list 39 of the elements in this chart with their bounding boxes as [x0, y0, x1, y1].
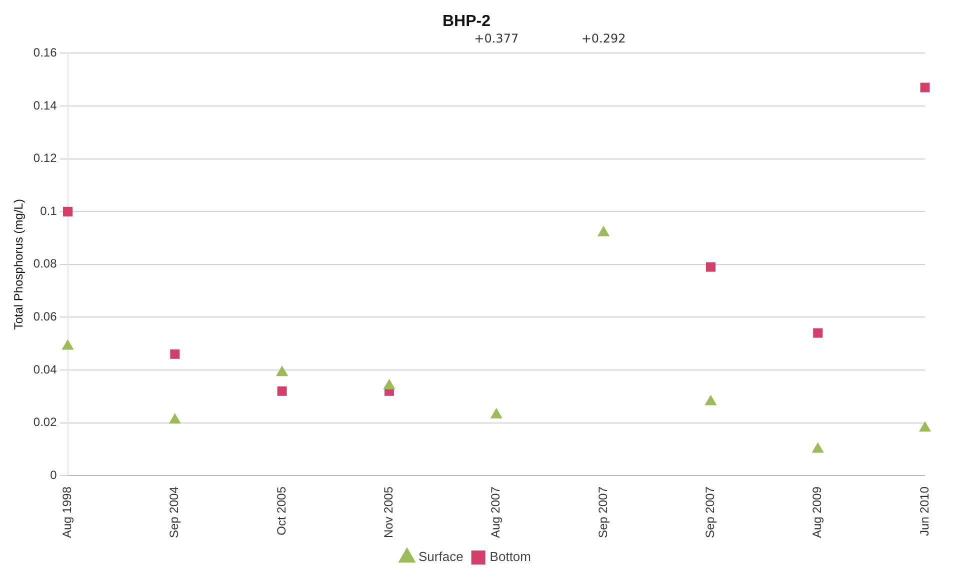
y-tick-label: 0 — [50, 468, 58, 482]
x-tick-label: Nov 2005 — [382, 486, 396, 538]
point — [63, 206, 72, 216]
point — [919, 422, 931, 432]
point — [277, 386, 287, 396]
x-tick-label: Aug 2007 — [488, 486, 503, 538]
point — [276, 366, 288, 376]
x-tick-label: Aug 1998 — [60, 486, 74, 538]
y-axis-title: Total Phosphorus (mg/L) — [12, 199, 26, 330]
y-tick-label: 0.12 — [33, 151, 58, 166]
y-tick-label: 0.1 — [40, 204, 58, 218]
y-tick-label: 0.02 — [33, 415, 58, 430]
x-tick-label: Sep 2007 — [703, 486, 717, 538]
point — [813, 328, 823, 338]
point — [490, 408, 502, 418]
x-tick-label: Jun 2010 — [917, 486, 932, 536]
legend-label: Bottom — [490, 549, 531, 564]
chart-title: BHP-2 — [442, 13, 491, 30]
y-tick-label: 0.16 — [33, 46, 58, 60]
y-tick-label: 0.08 — [33, 256, 58, 271]
point — [704, 395, 716, 406]
legend-label: Surface — [418, 549, 464, 564]
y-tick-label: 0.06 — [33, 310, 58, 324]
point — [706, 262, 716, 272]
point — [62, 340, 74, 350]
x-tick-label: Sep 2007 — [596, 486, 610, 538]
point — [812, 442, 824, 453]
point — [598, 226, 610, 236]
text: +0.377 — [474, 31, 519, 46]
point — [920, 82, 930, 92]
point — [169, 414, 181, 424]
x-tick-label: Oct 2005 — [274, 486, 288, 536]
x-tick-label: Sep 2004 — [167, 486, 182, 538]
y-tick-label: 0.04 — [33, 362, 58, 376]
point — [384, 379, 395, 390]
y-tick-label: 0.14 — [33, 98, 58, 112]
text: +0.292 — [581, 31, 626, 46]
x-tick-label: Aug 2009 — [810, 486, 824, 538]
point — [170, 349, 180, 359]
